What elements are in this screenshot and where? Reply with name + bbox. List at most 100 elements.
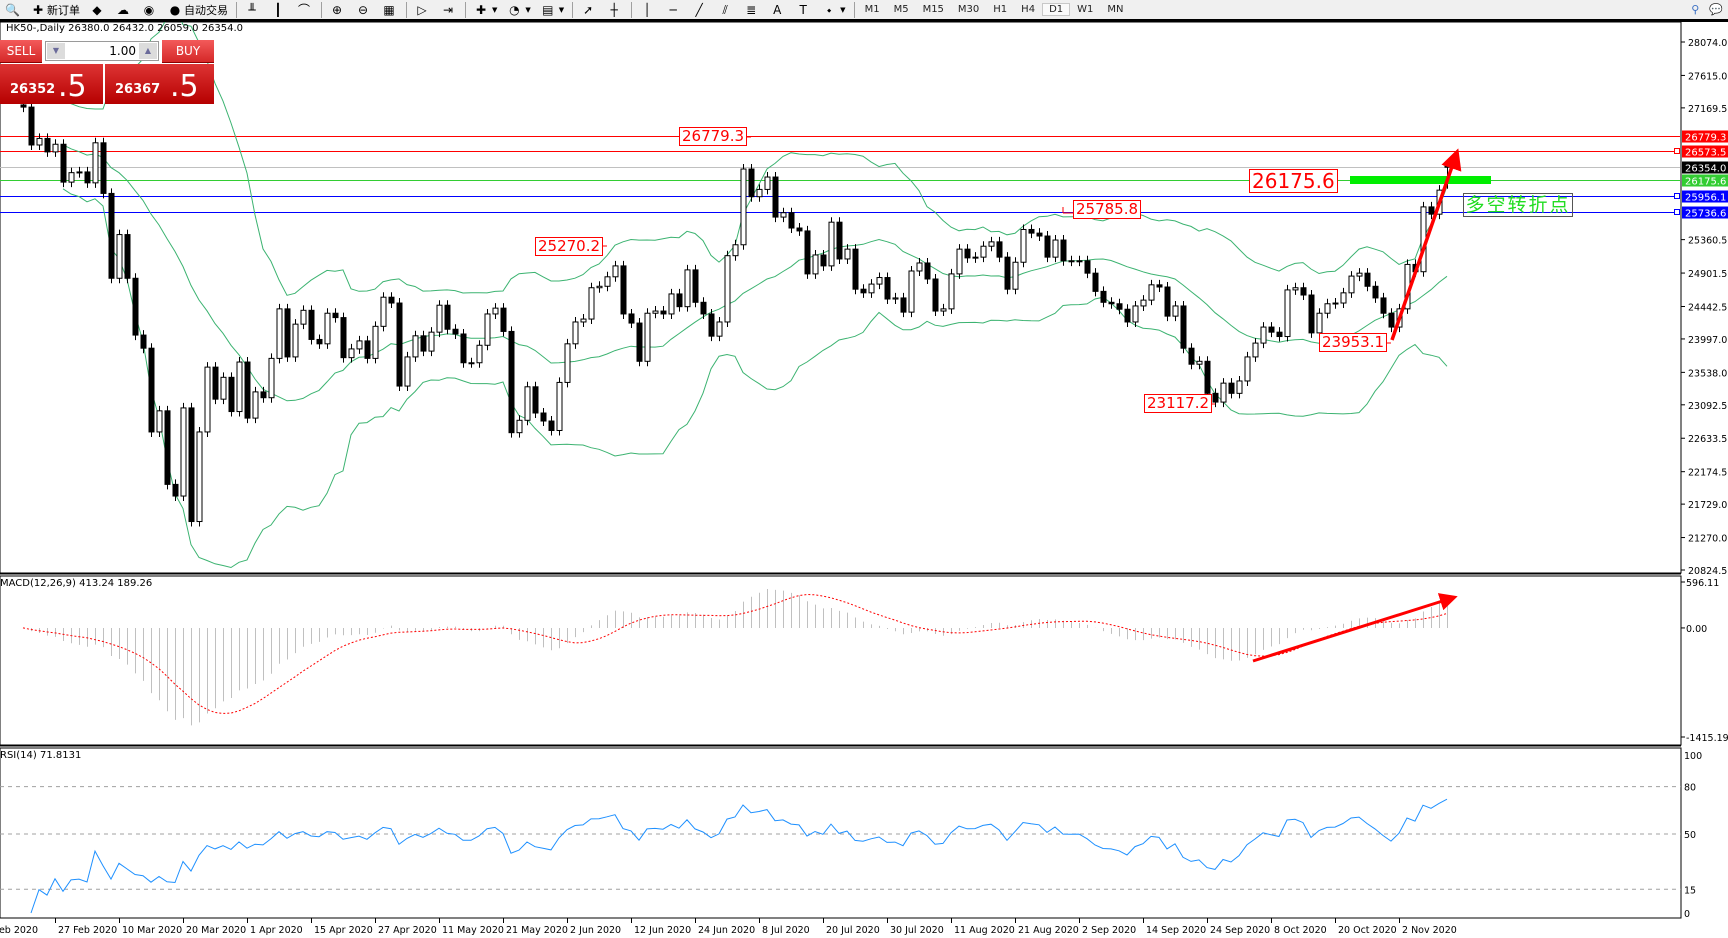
candle[interactable] xyxy=(252,386,259,424)
candle[interactable] xyxy=(764,172,771,195)
candle[interactable] xyxy=(1196,356,1203,370)
price-label-low-sep[interactable]: 23117.2 xyxy=(1144,394,1213,413)
candle[interactable] xyxy=(956,244,963,279)
candle[interactable] xyxy=(1148,279,1155,306)
tile-windows-button[interactable]: ▦ xyxy=(377,0,403,19)
trendline-button[interactable]: ╱ xyxy=(687,0,713,19)
candle[interactable] xyxy=(660,306,667,319)
candle[interactable] xyxy=(572,316,579,349)
candle[interactable] xyxy=(188,402,195,527)
indicators-button[interactable]: ✚ ▼ xyxy=(469,0,502,19)
candle[interactable] xyxy=(884,272,891,305)
candle[interactable] xyxy=(532,381,539,419)
candle[interactable] xyxy=(1252,338,1259,362)
candle[interactable] xyxy=(1324,298,1331,319)
timeframe-w1[interactable]: W1 xyxy=(1077,4,1094,15)
candle[interactable] xyxy=(996,236,1003,263)
chat-icon[interactable]: 💬 xyxy=(1709,3,1723,16)
candle[interactable] xyxy=(1044,231,1051,263)
candle[interactable] xyxy=(284,303,291,362)
candle[interactable] xyxy=(868,279,875,298)
candle[interactable] xyxy=(1340,287,1347,309)
candle[interactable] xyxy=(1212,388,1219,408)
candle[interactable] xyxy=(396,298,403,392)
candle[interactable] xyxy=(148,343,155,437)
candle[interactable] xyxy=(756,184,763,202)
candle[interactable] xyxy=(228,372,235,417)
candle[interactable] xyxy=(652,306,659,319)
candle[interactable] xyxy=(1316,308,1323,338)
candle[interactable] xyxy=(404,351,411,392)
decrease-lot-button[interactable]: ▼ xyxy=(47,43,65,59)
candle[interactable] xyxy=(1244,351,1251,386)
sell-button[interactable]: SELL xyxy=(0,40,42,63)
candle[interactable] xyxy=(276,303,283,364)
candle[interactable] xyxy=(236,357,243,417)
candle[interactable] xyxy=(1156,279,1163,293)
candle[interactable] xyxy=(1204,356,1211,399)
candlestick-button[interactable]: ┃ xyxy=(266,0,292,19)
candle[interactable] xyxy=(308,305,315,345)
candle[interactable] xyxy=(716,316,723,342)
candle[interactable] xyxy=(860,284,867,298)
candle[interactable] xyxy=(476,340,483,368)
candle[interactable] xyxy=(844,244,851,264)
auto-scroll-button[interactable]: ▷ xyxy=(410,0,436,19)
candle[interactable] xyxy=(636,318,643,367)
crosshair-button[interactable]: ┼ xyxy=(602,0,628,19)
candle[interactable] xyxy=(820,249,827,271)
auto-trading-button[interactable]: ● 自动交易 xyxy=(163,0,233,19)
candle[interactable] xyxy=(1300,282,1307,301)
candle[interactable] xyxy=(1092,268,1099,297)
candle[interactable] xyxy=(1004,252,1011,295)
candle[interactable] xyxy=(684,264,691,312)
templates-button[interactable]: ▤ ▼ xyxy=(536,0,569,19)
candle[interactable] xyxy=(668,288,675,319)
candle[interactable] xyxy=(1020,224,1027,268)
level-handle[interactable] xyxy=(1674,148,1680,154)
candle[interactable] xyxy=(1372,281,1379,303)
candle[interactable] xyxy=(460,328,467,368)
candle[interactable] xyxy=(436,300,443,338)
text-button[interactable]: A xyxy=(765,0,791,19)
candle[interactable] xyxy=(364,335,371,364)
candle[interactable] xyxy=(444,300,451,335)
candle[interactable] xyxy=(1036,228,1043,242)
price-label-high-jun[interactable]: 25270.2 xyxy=(535,237,604,256)
candle[interactable] xyxy=(1380,292,1387,319)
level-handle[interactable] xyxy=(1674,209,1680,215)
timeframe-mn[interactable]: MN xyxy=(1107,4,1124,15)
candle[interactable] xyxy=(916,257,923,276)
candle[interactable] xyxy=(244,357,251,424)
candle[interactable] xyxy=(524,381,531,426)
candle[interactable] xyxy=(644,308,651,367)
candle[interactable] xyxy=(836,217,843,264)
candle[interactable] xyxy=(84,166,91,188)
pivot-zone-bar[interactable] xyxy=(1350,176,1491,184)
candle[interactable] xyxy=(356,335,363,354)
chart-shift-button[interactable]: ⇥ xyxy=(436,0,462,19)
candle[interactable] xyxy=(908,265,915,318)
candle[interactable] xyxy=(500,303,507,337)
candle[interactable] xyxy=(1012,257,1019,295)
line-chart-button[interactable]: ⌒ xyxy=(292,0,318,19)
candle[interactable] xyxy=(980,241,987,263)
candle[interactable] xyxy=(36,133,43,150)
candle[interactable] xyxy=(100,137,107,199)
candle[interactable] xyxy=(1276,327,1283,342)
level-handle[interactable] xyxy=(1674,193,1680,199)
candle[interactable] xyxy=(972,252,979,263)
candle[interactable] xyxy=(1428,201,1435,220)
candle[interactable] xyxy=(220,372,227,405)
candle[interactable] xyxy=(172,479,179,502)
candle[interactable] xyxy=(1388,308,1395,333)
fibonacci-button[interactable]: ≣ xyxy=(739,0,765,19)
candle[interactable] xyxy=(564,338,571,388)
lot-size-input[interactable] xyxy=(66,42,138,60)
candle[interactable] xyxy=(828,217,835,271)
candle[interactable] xyxy=(164,405,171,490)
timeframe-d1[interactable]: D1 xyxy=(1042,3,1071,16)
candle[interactable] xyxy=(196,426,203,527)
price-label-pivot[interactable]: 26175.6 xyxy=(1249,169,1338,193)
